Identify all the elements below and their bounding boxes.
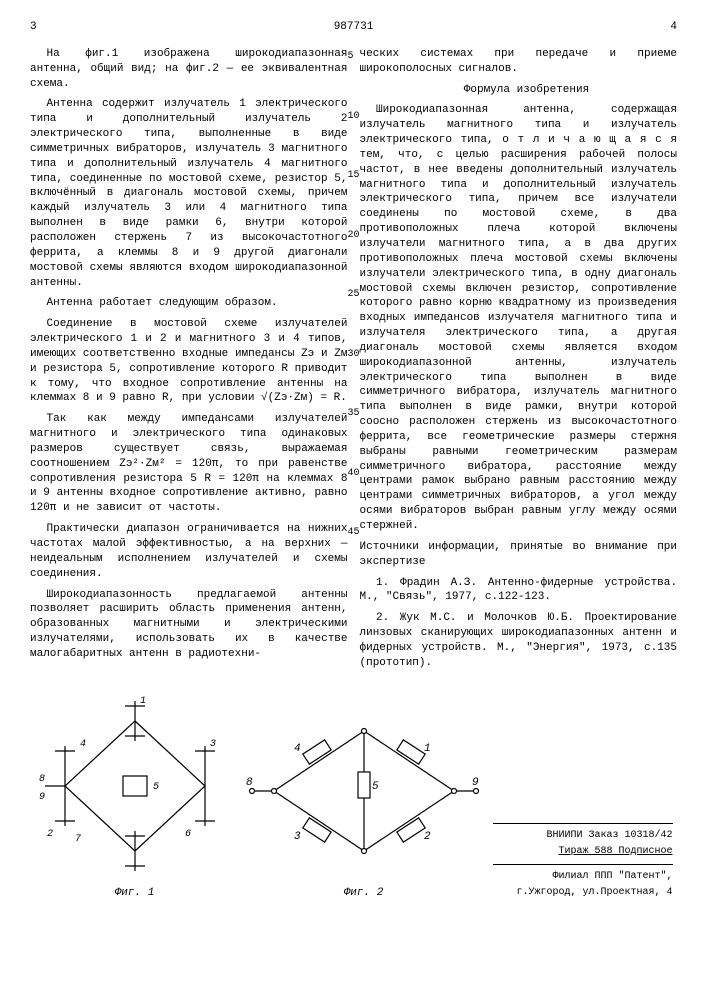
formula-text: Широкодиапазонная антенна, содержащая из…	[360, 103, 678, 533]
fig2-node: 9	[472, 777, 479, 789]
fig2-node: 4	[294, 743, 301, 755]
imprint-block: ВНИИПИ Заказ 10318/42 Тираж 588 Подписно…	[493, 823, 673, 901]
figure-2-label: Фиг. 2	[244, 886, 484, 901]
body-paragraph: На фиг.1 изображена широкодиапазонная ан…	[30, 47, 348, 92]
fig1-node: 6	[185, 829, 191, 840]
page-header: 3 987731 4	[30, 20, 677, 35]
sources-title: Источники информации, принятые во вниман…	[360, 540, 678, 570]
line-num: 30	[347, 348, 359, 362]
body-paragraph: Широкодиапазонность предлагаемой антенны…	[30, 588, 348, 662]
fig2-node: 5	[372, 781, 379, 793]
source-ref: 1. Фрадин А.З. Антенно-фидерные устройст…	[360, 576, 678, 606]
page: 3 987731 4 5 10 15 20 25 30 35 40 45 На …	[0, 0, 707, 921]
fig1-node: 8	[39, 774, 45, 785]
line-num: 15	[347, 169, 359, 183]
figure-2: 1 2 3 4 5 8 9 Фиг. 2	[244, 711, 484, 902]
line-number-gutter: 5 10 15 20 25 30 35 40 45	[347, 50, 359, 586]
page-number-right: 4	[670, 20, 677, 35]
line-num: 45	[347, 526, 359, 540]
footer-address: г.Ужгород, ул.Проектная, 4	[493, 886, 673, 900]
figure-2-svg: 1 2 3 4 5 8 9	[244, 711, 484, 881]
fig2-node: 8	[246, 777, 253, 789]
fig2-node: 2	[424, 831, 431, 843]
page-number-left: 3	[30, 20, 37, 35]
fig1-node: 4	[80, 739, 86, 750]
fig1-node: 3	[210, 739, 216, 750]
line-num: 40	[347, 467, 359, 481]
figure-1: 1 2 3 4 5 6 7 8 9 Фиг. 1	[35, 691, 235, 902]
body-paragraph: Антенна содержит излучатель 1 электричес…	[30, 97, 348, 290]
footer-tirazh: Тираж 588 Подписное	[493, 845, 673, 859]
fig1-node: 1	[140, 696, 146, 707]
body-paragraph: Соединение в мостовой схеме излучателей …	[30, 317, 348, 406]
footer-filial: Филиал ППП "Патент",	[493, 870, 673, 884]
right-column: ческих системах при передаче и приеме ши…	[360, 47, 678, 677]
formula-title: Формула изобретения	[360, 83, 678, 98]
fig2-node: 1	[424, 743, 431, 755]
left-column: На фиг.1 изображена широкодиапазонная ан…	[30, 47, 348, 677]
footer-order: ВНИИПИ Заказ 10318/42	[493, 829, 673, 843]
figure-1-svg: 1 2 3 4 5 6 7 8 9	[35, 691, 235, 881]
fig2-node: 3	[294, 831, 301, 843]
line-num: 35	[347, 407, 359, 421]
line-num: 5	[347, 50, 359, 64]
body-paragraph: Антенна работает следующим образом.	[30, 296, 348, 311]
body-paragraph: ческих системах при передаче и приеме ши…	[360, 47, 678, 77]
fig1-node: 7	[75, 834, 81, 845]
patent-number: 987731	[37, 20, 671, 35]
fig1-node: 2	[47, 829, 53, 840]
figures-row: 1 2 3 4 5 6 7 8 9 Фиг. 1	[30, 691, 677, 902]
fig1-node: 9	[39, 792, 45, 803]
body-paragraph: Так как между импедансами излучателей ма…	[30, 412, 348, 516]
line-num: 20	[347, 229, 359, 243]
line-num: 25	[347, 288, 359, 302]
line-num: 10	[347, 110, 359, 124]
figure-1-label: Фиг. 1	[35, 886, 235, 901]
body-paragraph: Практически диапазон ограничивается на н…	[30, 522, 348, 581]
fig1-node: 5	[153, 782, 159, 793]
source-ref: 2. Жук М.С. и Молочков Ю.Б. Проектирован…	[360, 611, 678, 670]
